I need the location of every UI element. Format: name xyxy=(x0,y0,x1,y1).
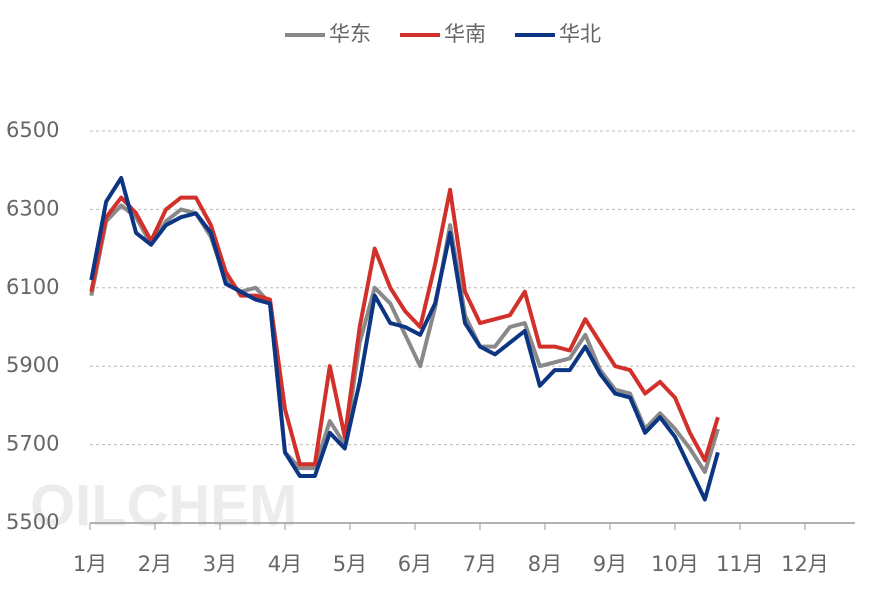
x-tick-label: 7月 xyxy=(463,552,497,576)
y-tick-label: 6300 xyxy=(6,196,59,220)
legend-label: 华南 xyxy=(444,22,486,46)
x-tick-label: 12月 xyxy=(781,552,829,576)
series-line xyxy=(89,176,720,502)
x-tick-label: 9月 xyxy=(593,552,627,576)
x-tick-label: 3月 xyxy=(203,552,237,576)
x-tick-label: 1月 xyxy=(73,552,107,576)
x-tick-label: 8月 xyxy=(528,552,562,576)
x-tick-label: 4月 xyxy=(268,552,302,576)
series-line xyxy=(89,203,720,474)
y-tick-label: 6500 xyxy=(6,118,59,142)
x-tick-label: 11月 xyxy=(716,552,764,576)
watermark: OILCHEM xyxy=(30,473,297,538)
y-tick-label: 6100 xyxy=(6,275,59,299)
x-tick-label: 5月 xyxy=(333,552,367,576)
x-tick-label: 6月 xyxy=(398,552,432,576)
y-tick-label: 5900 xyxy=(6,353,59,377)
y-tick-label: 5500 xyxy=(6,510,59,534)
legend-label: 华东 xyxy=(329,22,371,46)
x-tick-label: 10月 xyxy=(651,552,699,576)
y-tick-label: 5700 xyxy=(6,432,59,456)
series-line xyxy=(89,187,720,467)
x-tick-label: 2月 xyxy=(138,552,172,576)
legend-label: 华北 xyxy=(559,22,601,46)
